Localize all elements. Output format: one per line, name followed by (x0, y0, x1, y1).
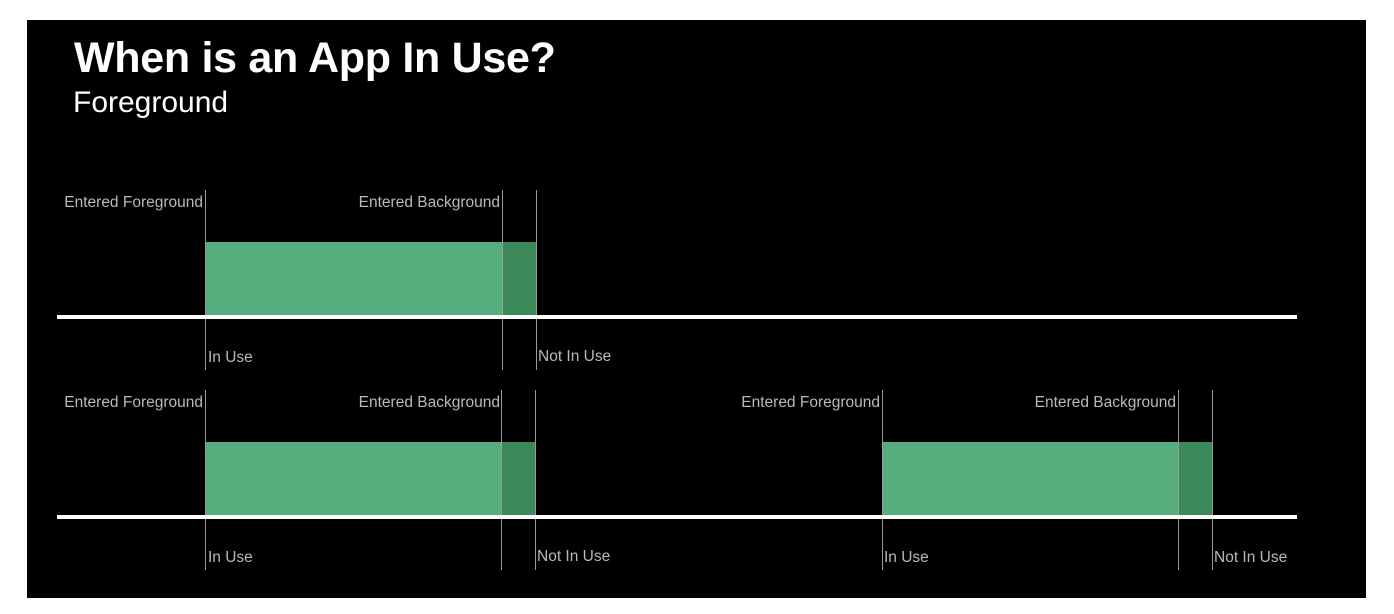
entered-foreground-marker (205, 390, 206, 570)
slide-title: When is an App In Use? (74, 34, 556, 82)
entered-background-label: Entered Background (358, 194, 500, 211)
timeline-axis (57, 315, 1297, 319)
entered-background-label: Entered Background (358, 394, 500, 411)
not-in-use-label: Not In Use (1214, 549, 1288, 566)
in-use-label: In Use (884, 549, 929, 566)
in-use-label: In Use (208, 349, 253, 366)
not-in-use-label: Not In Use (538, 348, 612, 365)
not-in-use-marker (536, 190, 537, 370)
slide-subtitle: Foreground (73, 86, 229, 119)
entered-background-marker (1178, 390, 1179, 570)
timeline-axis (57, 515, 1297, 519)
entered-foreground-marker (205, 190, 206, 370)
entered-foreground-label: Entered Foreground (741, 394, 880, 411)
in-use-bar (882, 442, 1178, 517)
not-in-use-label: Not In Use (537, 548, 611, 565)
slide: When is an App In Use? Foreground Entere… (27, 20, 1366, 598)
not-in-use-marker (535, 390, 536, 570)
entered-background-marker (501, 390, 502, 570)
grace-period-bar (501, 442, 535, 517)
not-in-use-marker (1212, 390, 1213, 570)
grace-period-bar (1178, 442, 1212, 517)
entered-foreground-label: Entered Foreground (64, 194, 203, 211)
in-use-bar (205, 442, 501, 517)
entered-background-label: Entered Background (1034, 394, 1176, 411)
in-use-label: In Use (208, 549, 253, 566)
in-use-bar (205, 242, 502, 317)
entered-foreground-marker (882, 390, 883, 570)
entered-foreground-label: Entered Foreground (64, 394, 203, 411)
entered-background-marker (502, 190, 503, 370)
grace-period-bar (502, 242, 536, 317)
